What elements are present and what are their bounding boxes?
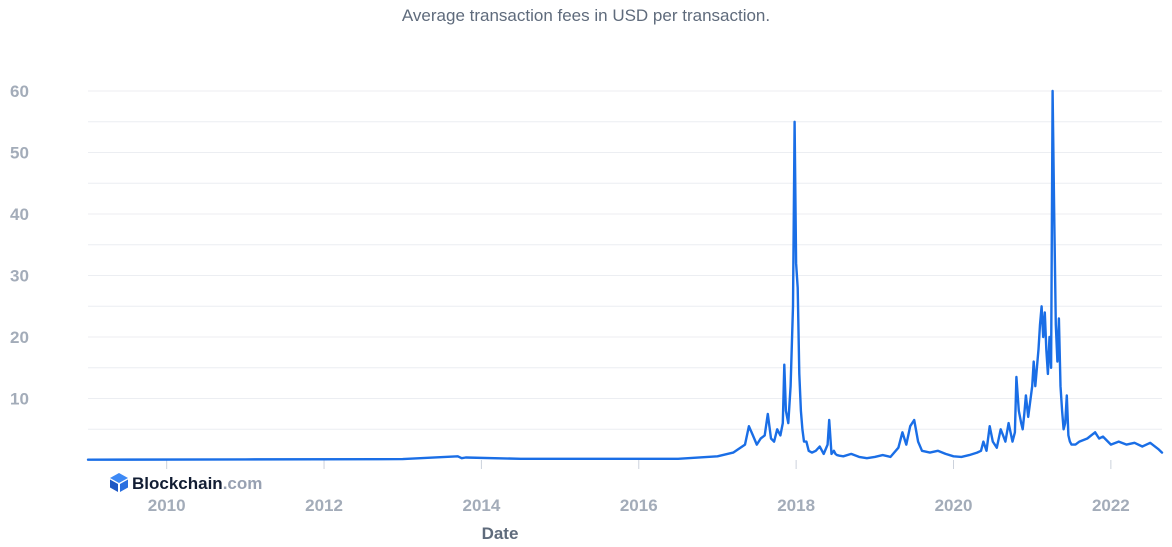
gridlines — [88, 90, 1162, 430]
x-axis-ticks: 2010 2012 2014 2016 2018 2020 2022 — [148, 460, 1130, 515]
y-tick-label: 40 — [10, 205, 29, 224]
y-tick-label: 50 — [10, 144, 29, 163]
x-tick-label: 2022 — [1092, 496, 1130, 515]
chart-title: Average transaction fees in USD per tran… — [401, 6, 771, 25]
x-tick-label: 2020 — [935, 496, 973, 515]
y-tick-label: 10 — [10, 390, 29, 409]
brand-suffix: .com — [223, 474, 263, 493]
x-axis-label: Date — [482, 524, 519, 543]
x-tick-label: 2014 — [462, 496, 500, 515]
brand-name: Blockchain — [132, 474, 223, 493]
x-tick-label: 2016 — [620, 496, 658, 515]
series-line — [86, 89, 1164, 461]
svg-text:Blockchain.com: Blockchain.com — [132, 474, 262, 493]
y-tick-label: 60 — [10, 82, 29, 101]
y-axis-ticks: 10 20 30 40 50 60 — [10, 82, 29, 409]
brand-logo: Blockchain.com — [110, 473, 262, 493]
cube-icon — [110, 473, 128, 492]
y-tick-label: 30 — [10, 267, 29, 286]
x-tick-label: 2018 — [777, 496, 815, 515]
y-tick-label: 20 — [10, 328, 29, 347]
x-tick-label: 2010 — [148, 496, 186, 515]
x-tick-label: 2012 — [305, 496, 343, 515]
